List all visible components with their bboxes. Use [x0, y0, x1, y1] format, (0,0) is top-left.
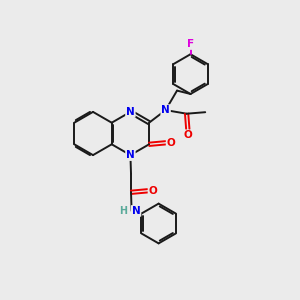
Text: O: O — [183, 130, 192, 140]
Text: O: O — [167, 138, 176, 148]
Text: F: F — [187, 39, 194, 49]
Text: O: O — [148, 186, 157, 196]
Text: H: H — [119, 206, 127, 216]
Text: N: N — [161, 105, 170, 115]
Text: N: N — [126, 107, 135, 117]
Text: N: N — [132, 206, 140, 216]
Text: N: N — [126, 150, 135, 160]
